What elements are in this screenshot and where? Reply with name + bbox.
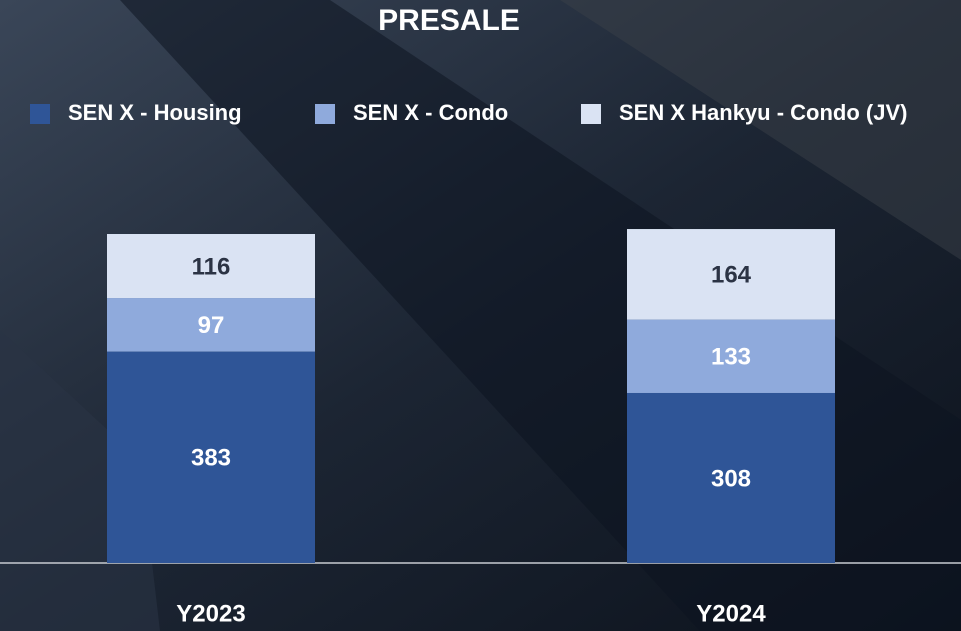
background-shape <box>560 0 961 260</box>
data-label: 308 <box>711 465 751 492</box>
data-label: 383 <box>191 445 231 472</box>
bar-segment <box>627 319 835 393</box>
legend-label: SEN X Hankyu - Condo (JV) <box>619 100 907 125</box>
legend-label: SEN X - Housing <box>68 100 242 125</box>
bar-segment <box>627 229 835 320</box>
data-label: 97 <box>198 312 225 339</box>
legend-label: SEN X - Condo <box>353 100 508 125</box>
x-tick-label: Y2024 <box>696 600 766 627</box>
data-label: 133 <box>711 344 751 371</box>
bar-segment <box>107 351 315 563</box>
bar-segment <box>627 392 835 563</box>
legend-swatch <box>30 104 50 124</box>
data-label: 164 <box>711 262 752 289</box>
data-label: 116 <box>192 253 231 280</box>
legend-swatch <box>581 104 601 124</box>
x-tick-label: Y2023 <box>176 600 245 627</box>
legend-swatch <box>315 104 335 124</box>
chart-title: PRESALE <box>378 4 520 37</box>
bar-segment <box>107 234 315 299</box>
bar-segment <box>107 298 315 352</box>
